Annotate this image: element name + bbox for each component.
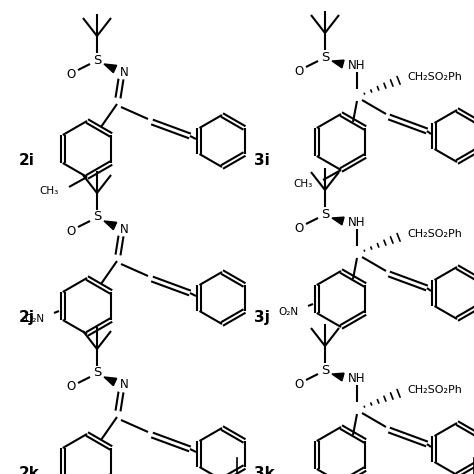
Text: O: O xyxy=(294,221,304,235)
Text: CH₂SO₂Ph: CH₂SO₂Ph xyxy=(407,72,462,82)
Polygon shape xyxy=(332,60,344,68)
Polygon shape xyxy=(104,221,117,229)
Text: NH: NH xyxy=(348,58,366,72)
Text: N: N xyxy=(119,222,128,236)
Text: NH: NH xyxy=(348,372,366,384)
Polygon shape xyxy=(104,377,117,386)
Text: 3k: 3k xyxy=(254,466,275,474)
Text: CH₃: CH₃ xyxy=(294,179,313,189)
Text: O: O xyxy=(294,377,304,391)
Polygon shape xyxy=(332,373,344,381)
Text: 2j: 2j xyxy=(19,310,35,325)
Polygon shape xyxy=(104,64,117,73)
Text: CH₃: CH₃ xyxy=(40,186,59,196)
Text: CH₂SO₂Ph: CH₂SO₂Ph xyxy=(407,385,462,395)
Text: 2k: 2k xyxy=(19,466,40,474)
Text: O: O xyxy=(294,64,304,78)
Text: S: S xyxy=(93,210,101,224)
Polygon shape xyxy=(332,217,344,225)
Text: NH: NH xyxy=(348,216,366,228)
Text: O₂N: O₂N xyxy=(25,314,45,324)
Text: S: S xyxy=(93,54,101,66)
Text: N: N xyxy=(119,379,128,392)
Text: O: O xyxy=(66,67,76,81)
Text: S: S xyxy=(321,364,329,376)
Text: S: S xyxy=(93,366,101,380)
Text: N: N xyxy=(119,65,128,79)
Text: S: S xyxy=(321,51,329,64)
Text: S: S xyxy=(321,208,329,220)
Text: O: O xyxy=(66,225,76,237)
Text: 2i: 2i xyxy=(19,153,35,168)
Text: 3i: 3i xyxy=(254,153,270,168)
Text: O₂N: O₂N xyxy=(279,307,299,317)
Text: 3j: 3j xyxy=(254,310,270,325)
Text: O: O xyxy=(66,381,76,393)
Text: CH₂SO₂Ph: CH₂SO₂Ph xyxy=(407,229,462,239)
